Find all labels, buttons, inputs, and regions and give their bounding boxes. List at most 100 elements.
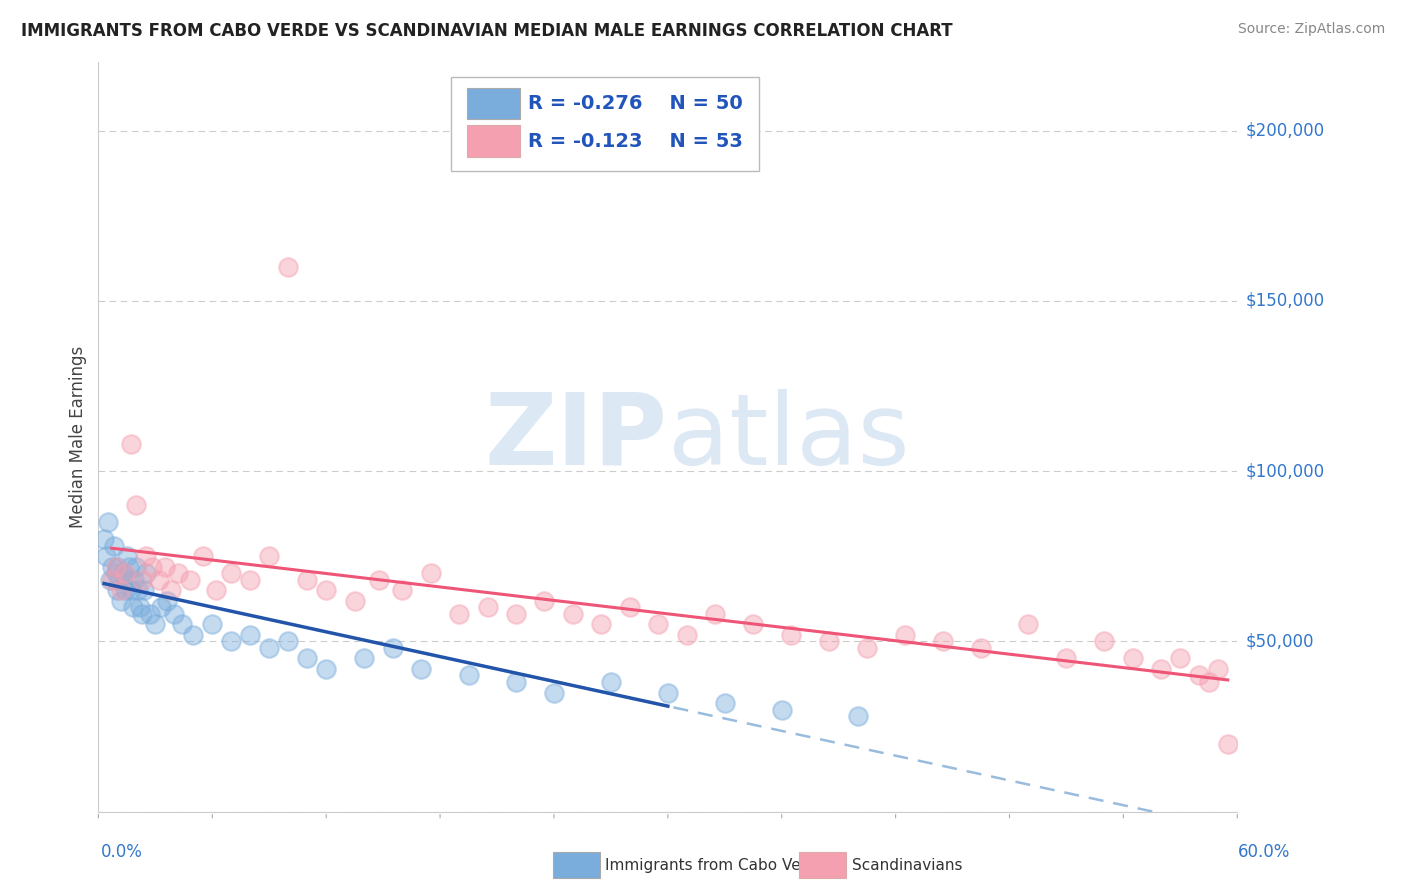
Point	[239, 573, 262, 587]
Text: IMMIGRANTS FROM CABO VERDE VS SCANDINAVIAN MEDIAN MALE EARNINGS CORRELATION CHAR: IMMIGRANTS FROM CABO VERDE VS SCANDINAVI…	[21, 22, 953, 40]
Point	[104, 559, 127, 574]
Point	[98, 573, 121, 587]
Point	[894, 627, 917, 641]
FancyBboxPatch shape	[467, 126, 520, 157]
Point	[93, 533, 115, 547]
Point	[932, 634, 955, 648]
Point	[353, 651, 375, 665]
Point	[343, 593, 366, 607]
Point	[94, 549, 117, 564]
FancyBboxPatch shape	[451, 78, 759, 171]
Point	[505, 607, 527, 622]
Point	[125, 559, 148, 574]
Point	[110, 583, 132, 598]
Point	[676, 627, 699, 641]
Point	[1150, 662, 1173, 676]
Point	[153, 559, 176, 574]
Point	[315, 583, 337, 598]
Point	[156, 593, 179, 607]
Point	[107, 583, 129, 598]
Point	[619, 600, 641, 615]
Point	[704, 607, 727, 622]
Point	[1170, 651, 1192, 665]
Point	[600, 675, 623, 690]
Point	[259, 549, 281, 564]
Point	[533, 593, 555, 607]
Point	[163, 607, 186, 622]
Point	[368, 573, 391, 587]
FancyBboxPatch shape	[467, 88, 520, 120]
Text: ZIP: ZIP	[485, 389, 668, 485]
Point	[104, 566, 127, 581]
Point	[411, 662, 433, 676]
Point	[449, 607, 471, 622]
Text: Source: ZipAtlas.com: Source: ZipAtlas.com	[1237, 22, 1385, 37]
Text: $200,000: $200,000	[1246, 121, 1324, 139]
Point	[131, 573, 153, 587]
Point	[170, 617, 193, 632]
Point	[221, 634, 243, 648]
Point	[1198, 675, 1220, 690]
Point	[505, 675, 527, 690]
Point	[179, 573, 201, 587]
Point	[124, 573, 146, 587]
Point	[647, 617, 669, 632]
Point	[148, 573, 170, 587]
Point	[141, 559, 163, 574]
Point	[112, 566, 135, 581]
Point	[114, 583, 136, 598]
Point	[132, 583, 155, 598]
Point	[297, 573, 319, 587]
Point	[159, 583, 181, 598]
Point	[315, 662, 337, 676]
Point	[657, 685, 679, 699]
Point	[1056, 651, 1078, 665]
Text: atlas: atlas	[668, 389, 910, 485]
Point	[127, 583, 149, 598]
Point	[191, 549, 214, 564]
Text: 60.0%: 60.0%	[1239, 843, 1291, 861]
Point	[97, 515, 120, 529]
Point	[714, 696, 737, 710]
Point	[970, 641, 993, 656]
Y-axis label: Median Male Earnings: Median Male Earnings	[69, 346, 87, 528]
Point	[381, 641, 404, 656]
Point	[543, 685, 565, 699]
Point	[391, 583, 413, 598]
Point	[856, 641, 879, 656]
Point	[100, 573, 122, 587]
Point	[120, 437, 142, 451]
Point	[1122, 651, 1144, 665]
Point	[818, 634, 841, 648]
Point	[1018, 617, 1040, 632]
Point	[129, 600, 152, 615]
Point	[259, 641, 281, 656]
Point	[780, 627, 803, 641]
Point	[201, 617, 224, 632]
Text: R = -0.276    N = 50: R = -0.276 N = 50	[527, 95, 742, 113]
Point	[277, 634, 299, 648]
Point	[138, 607, 160, 622]
Point	[477, 600, 499, 615]
Point	[770, 702, 793, 716]
Point	[167, 566, 190, 581]
Point	[145, 617, 167, 632]
Point	[107, 559, 129, 574]
Point	[115, 573, 138, 587]
Point	[591, 617, 613, 632]
Point	[135, 566, 157, 581]
Point	[221, 566, 243, 581]
Text: $100,000: $100,000	[1246, 462, 1324, 480]
Point	[118, 559, 141, 574]
Point	[103, 539, 125, 553]
Point	[239, 627, 262, 641]
Text: Scandinavians: Scandinavians	[852, 858, 963, 872]
Point	[742, 617, 765, 632]
Point	[183, 627, 205, 641]
Point	[108, 573, 131, 587]
Point	[457, 668, 479, 682]
Point	[125, 498, 148, 512]
Point	[100, 559, 122, 574]
Point	[297, 651, 319, 665]
Point	[1216, 737, 1239, 751]
